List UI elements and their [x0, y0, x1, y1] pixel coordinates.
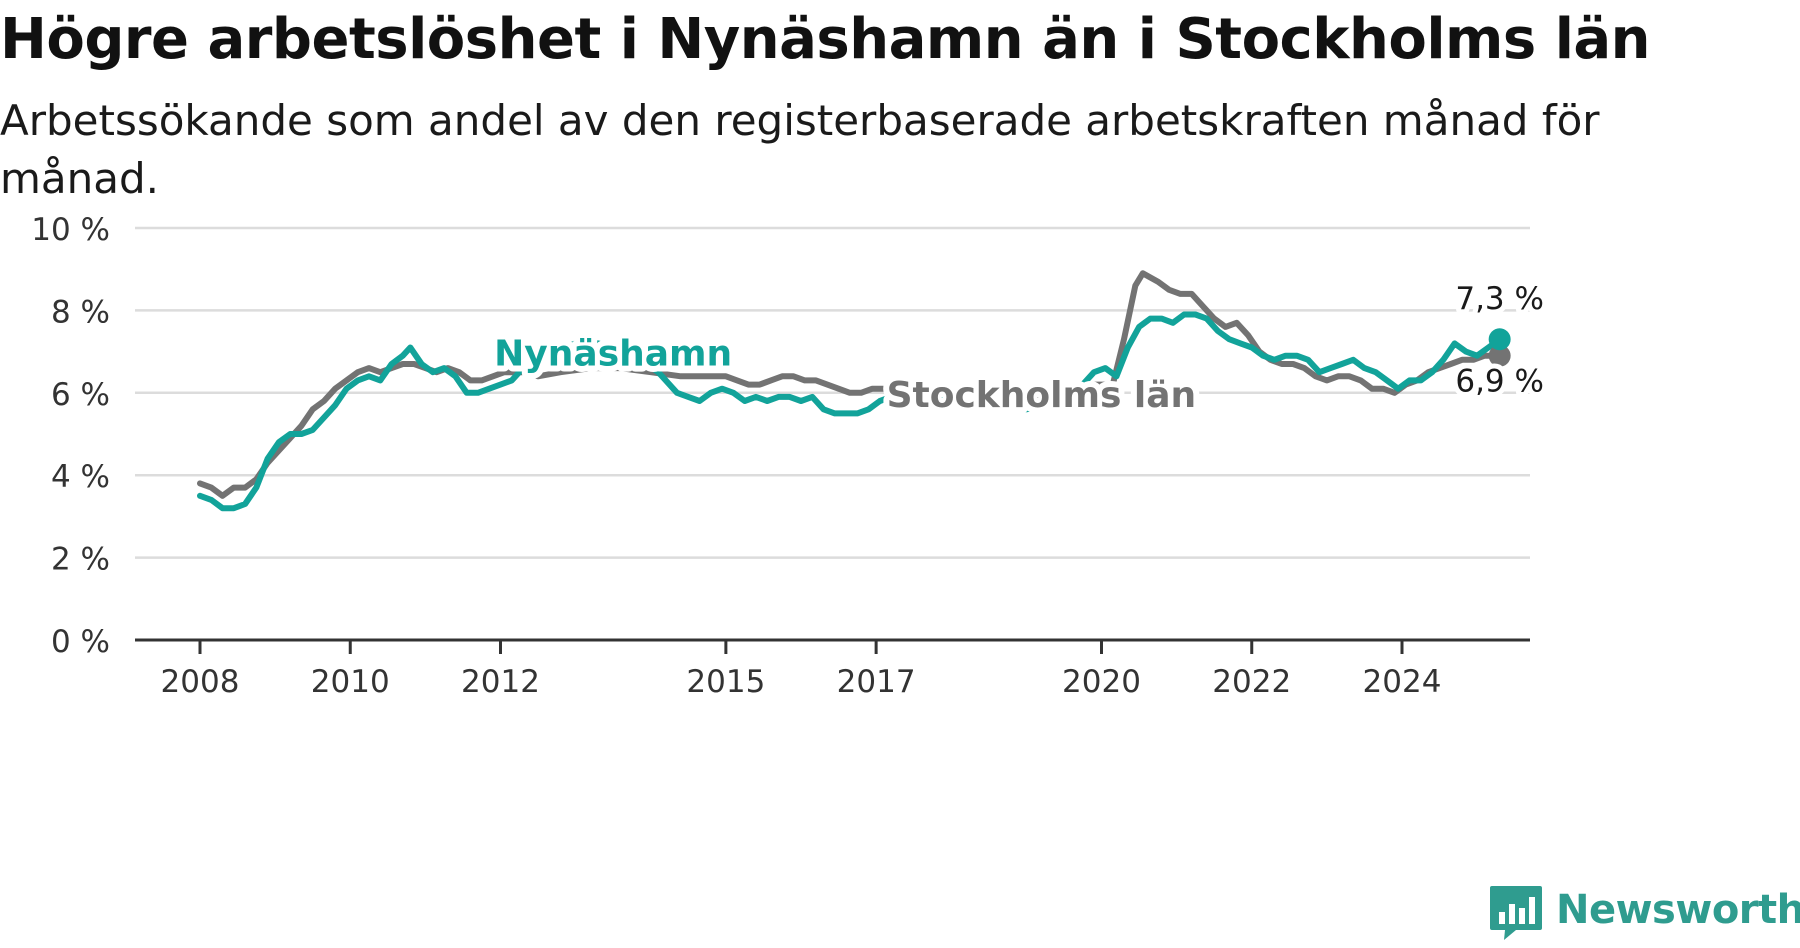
series-label: Stockholms län	[887, 375, 1197, 416]
y-tick-label: 10 %	[31, 212, 110, 248]
y-tick-label: 0 %	[51, 624, 110, 660]
x-tick-label: 2012	[461, 664, 540, 700]
x-tick-label: 2020	[1062, 664, 1141, 700]
series-label: Nynäshamn	[494, 334, 732, 375]
end-value-label-halo: 7,3 %	[1455, 281, 1544, 317]
page-subtitle: Arbetssökande som andel av den registerb…	[0, 96, 1600, 203]
x-tick-label: 2010	[311, 664, 390, 700]
y-tick-label: 2 %	[51, 542, 110, 578]
x-tick-label: 2017	[837, 664, 916, 700]
series-label-halo: Stockholms län	[887, 375, 1197, 416]
y-tick-label: 8 %	[51, 294, 110, 330]
x-tick-label: 2008	[161, 664, 240, 700]
newsworthy-chart-bubble-icon	[1490, 886, 1542, 940]
end-value-label: 6,9 %	[1455, 364, 1544, 400]
series-line	[197, 311, 1503, 512]
page-title: Högre arbetslöshet i Nynäshamn än i Stoc…	[0, 7, 1651, 72]
y-tick-label: 6 %	[51, 377, 110, 413]
series-line	[197, 270, 1503, 499]
end-value-label-halo: 6,9 %	[1455, 364, 1544, 400]
series-end-point	[1488, 344, 1511, 367]
end-value-label: 7,3 %	[1455, 281, 1544, 317]
series-end-point	[1488, 328, 1511, 351]
x-tick-label: 2022	[1212, 664, 1291, 700]
y-tick-label: 4 %	[51, 459, 110, 495]
series-label-halo: Nynäshamn	[494, 334, 732, 375]
logo-text: Newsworthy	[1556, 887, 1800, 933]
newsworthy-logo: Newsworthy	[1488, 880, 1800, 946]
x-tick-label: 2015	[686, 664, 765, 700]
x-tick-label: 2024	[1363, 664, 1442, 700]
